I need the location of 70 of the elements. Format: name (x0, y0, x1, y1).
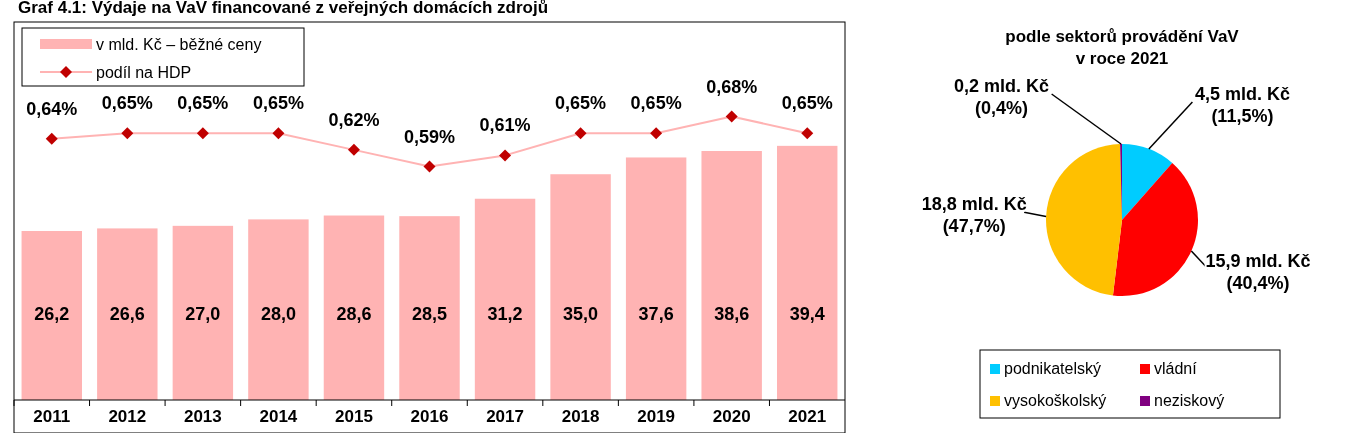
point (801, 127, 814, 140)
point (45, 132, 58, 145)
bar (701, 151, 762, 400)
chart-title: podle sektorů provádění VaV v roce 2021 (1005, 27, 1240, 68)
bar (248, 219, 309, 400)
bar (172, 225, 234, 400)
pie-slice (1046, 144, 1122, 296)
data-label: 0,65% (781, 93, 833, 114)
data-label: 38,6 (714, 304, 750, 324)
x-tick-label: 2018 (561, 407, 600, 426)
legend-label: neziskový (1154, 392, 1225, 409)
x-tick-label: 2011 (33, 407, 71, 426)
data-label: 0,68% (706, 76, 758, 97)
point (499, 149, 512, 162)
data-label: 39,4 (789, 304, 825, 324)
data-label: 35,0 (563, 304, 599, 324)
bar (625, 157, 687, 400)
data-label: 37,6 (638, 304, 674, 324)
data-label: 0,59% (403, 126, 456, 147)
legend-label: podíl na HDP (96, 64, 192, 81)
bar (21, 231, 82, 400)
data-label: 0,65% (630, 93, 682, 114)
point (574, 127, 587, 140)
data-label: 0,2 mld. Kč (0,4%) (954, 76, 1050, 119)
data-label: 4,5 mld. Kč (11,5%) (1194, 84, 1290, 126)
point (347, 143, 360, 156)
pie-slice (1122, 144, 1173, 220)
point (196, 127, 209, 140)
point (650, 127, 663, 140)
chart-title: Graf 4.1: Výdaje na VaV financované z veřejných domácích zdrojů (18, 0, 549, 17)
data-label: 0,65% (555, 93, 607, 114)
legend-label: vysokoškolský (1004, 392, 1107, 409)
x-tick-label: 2012 (108, 407, 147, 426)
x-tick-label: 2019 (637, 407, 676, 426)
data-label: 0,65% (252, 93, 304, 114)
bar (474, 198, 536, 400)
data-label: 0,65% (177, 93, 229, 114)
data-label: 28,0 (260, 304, 296, 324)
data-label: 28,5 (411, 304, 448, 324)
data-label: 0,65% (101, 93, 153, 114)
data-label: 0,62% (328, 109, 380, 130)
data-label: 15,9 mld. Kč (40,4%) (1205, 250, 1311, 293)
data-label: 18,8 mld. Kč (47,7%) (921, 194, 1027, 237)
data-label: 0,64% (26, 98, 78, 119)
x-tick-label: 2017 (486, 407, 524, 426)
legend-label: vládní (1154, 360, 1198, 377)
x-tick-label: 2021 (788, 407, 827, 426)
data-label: 27,0 (185, 304, 221, 324)
data-label: 28,6 (336, 304, 372, 324)
x-tick-label: 2015 (335, 407, 373, 426)
x-tick-label: 2014 (259, 407, 298, 426)
data-label: 0,61% (479, 115, 531, 136)
point (272, 127, 285, 140)
bar (777, 145, 838, 400)
bar (399, 216, 460, 400)
data-label: 31,2 (487, 304, 523, 324)
bar (323, 215, 385, 400)
data-label: 26,2 (34, 304, 70, 324)
pie-slice (1112, 162, 1198, 296)
data-label: 26,6 (109, 304, 145, 324)
bar (550, 174, 611, 400)
bar (97, 228, 158, 400)
point (121, 127, 134, 140)
legend-label: v mld. Kč – běžné ceny (96, 36, 262, 53)
point (725, 110, 738, 123)
x-tick-label: 2016 (410, 407, 449, 426)
point (423, 160, 436, 173)
x-tick-label: 2020 (712, 407, 751, 426)
legend-label: podnikatelský (1004, 360, 1101, 377)
x-tick-label: 2013 (183, 407, 222, 426)
